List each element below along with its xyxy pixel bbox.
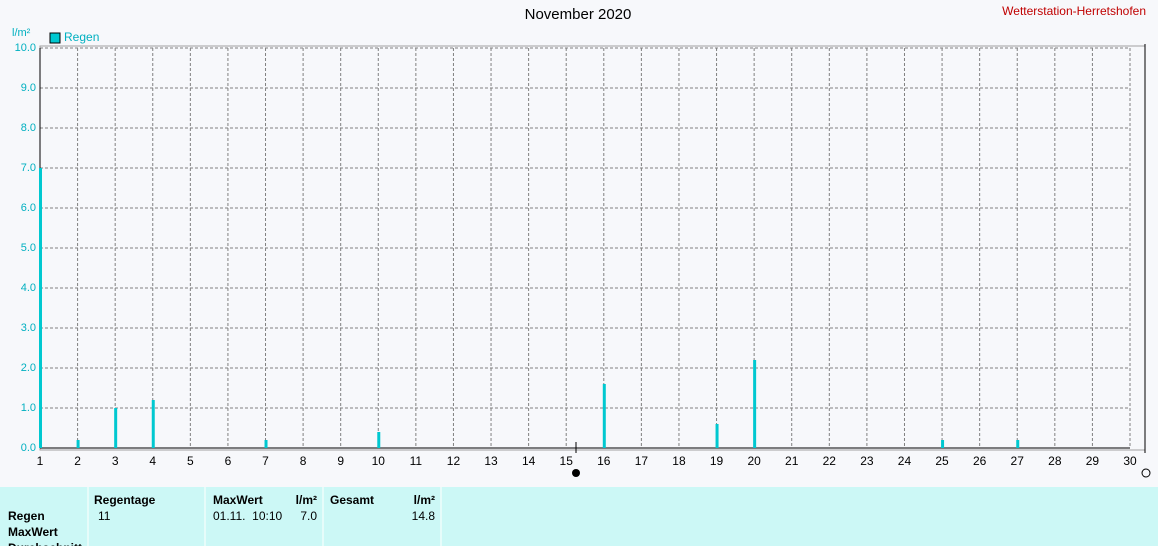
cursor-marker bbox=[572, 469, 580, 477]
x-tick-label: 7 bbox=[262, 454, 269, 468]
x-tick-label: 1 bbox=[37, 454, 44, 468]
table-header: Regentage bbox=[94, 493, 156, 507]
end-marker bbox=[1141, 468, 1151, 478]
legend-swatch bbox=[49, 32, 61, 44]
y-tick-label: 6.0 bbox=[21, 202, 36, 214]
x-tick-label: 30 bbox=[1123, 454, 1137, 468]
x-tick-label: 20 bbox=[747, 454, 761, 468]
y-tick-label: 9.0 bbox=[21, 82, 36, 94]
x-tick-label: 8 bbox=[300, 454, 307, 468]
x-tick-label: 19 bbox=[710, 454, 724, 468]
bar bbox=[377, 432, 381, 448]
table-cell: 01.11. 10:10 bbox=[213, 509, 282, 523]
bar bbox=[76, 440, 80, 448]
x-tick-label: 12 bbox=[447, 454, 461, 468]
x-tick-label: 24 bbox=[898, 454, 912, 468]
y-tick-label: 1.0 bbox=[21, 402, 36, 414]
y-tick-label: 0.0 bbox=[21, 442, 36, 454]
bar bbox=[151, 400, 155, 448]
table-background bbox=[0, 487, 1158, 546]
x-tick-label: 27 bbox=[1011, 454, 1025, 468]
y-tick-label: 10.0 bbox=[15, 42, 36, 54]
bar bbox=[39, 168, 42, 448]
row-label: Durchschnitt bbox=[8, 541, 82, 546]
station-name: Wetterstation-Herretshofen bbox=[1002, 4, 1146, 18]
table-header: l/m² bbox=[414, 493, 435, 507]
x-tick-label: 4 bbox=[149, 454, 156, 468]
row-label: MaxWert bbox=[8, 525, 58, 539]
y-tick-label: 8.0 bbox=[21, 122, 36, 134]
table-cell: 14.8 bbox=[412, 509, 436, 523]
x-tick-label: 28 bbox=[1048, 454, 1062, 468]
x-tick-label: 11 bbox=[410, 454, 423, 468]
x-tick-label: 22 bbox=[823, 454, 837, 468]
x-tick-label: 13 bbox=[484, 454, 498, 468]
table-header: l/m² bbox=[296, 493, 317, 507]
x-tick-label: 2 bbox=[74, 454, 81, 468]
bar bbox=[715, 424, 719, 448]
y-tick-label: 7.0 bbox=[21, 162, 36, 174]
bar bbox=[1016, 440, 1020, 448]
legend-label: Regen bbox=[64, 30, 99, 44]
table-cell: 11 bbox=[98, 509, 111, 523]
table-cell: 7.0 bbox=[300, 509, 317, 523]
table-header: Gesamt bbox=[330, 493, 374, 507]
row-label: Regen bbox=[8, 509, 45, 523]
x-tick-label: 6 bbox=[225, 454, 232, 468]
y-tick-label: 3.0 bbox=[21, 322, 36, 334]
y-tick-label: 4.0 bbox=[21, 282, 36, 294]
y-axis-label: l/m² bbox=[12, 27, 31, 39]
x-tick-label: 26 bbox=[973, 454, 987, 468]
x-tick-label: 3 bbox=[112, 454, 119, 468]
x-tick-label: 25 bbox=[935, 454, 949, 468]
y-tick-label: 5.0 bbox=[21, 242, 36, 254]
x-tick-label: 9 bbox=[337, 454, 344, 468]
x-tick-label: 14 bbox=[522, 454, 536, 468]
background bbox=[0, 0, 1158, 487]
x-tick-label: 21 bbox=[785, 454, 799, 468]
bar bbox=[753, 360, 757, 448]
bar bbox=[941, 440, 945, 448]
x-tick-label: 29 bbox=[1086, 454, 1100, 468]
x-tick-label: 17 bbox=[635, 454, 649, 468]
x-tick-label: 10 bbox=[372, 454, 386, 468]
chart-title: November 2020 bbox=[525, 6, 632, 23]
table-header: MaxWert bbox=[213, 493, 263, 507]
y-tick-label: 2.0 bbox=[21, 362, 36, 374]
x-tick-label: 15 bbox=[560, 454, 574, 468]
x-tick-label: 23 bbox=[860, 454, 874, 468]
bar bbox=[264, 440, 268, 448]
bar bbox=[114, 408, 118, 448]
x-tick-label: 18 bbox=[672, 454, 686, 468]
x-tick-label: 5 bbox=[187, 454, 194, 468]
bar bbox=[602, 384, 606, 448]
x-tick-label: 16 bbox=[597, 454, 611, 468]
